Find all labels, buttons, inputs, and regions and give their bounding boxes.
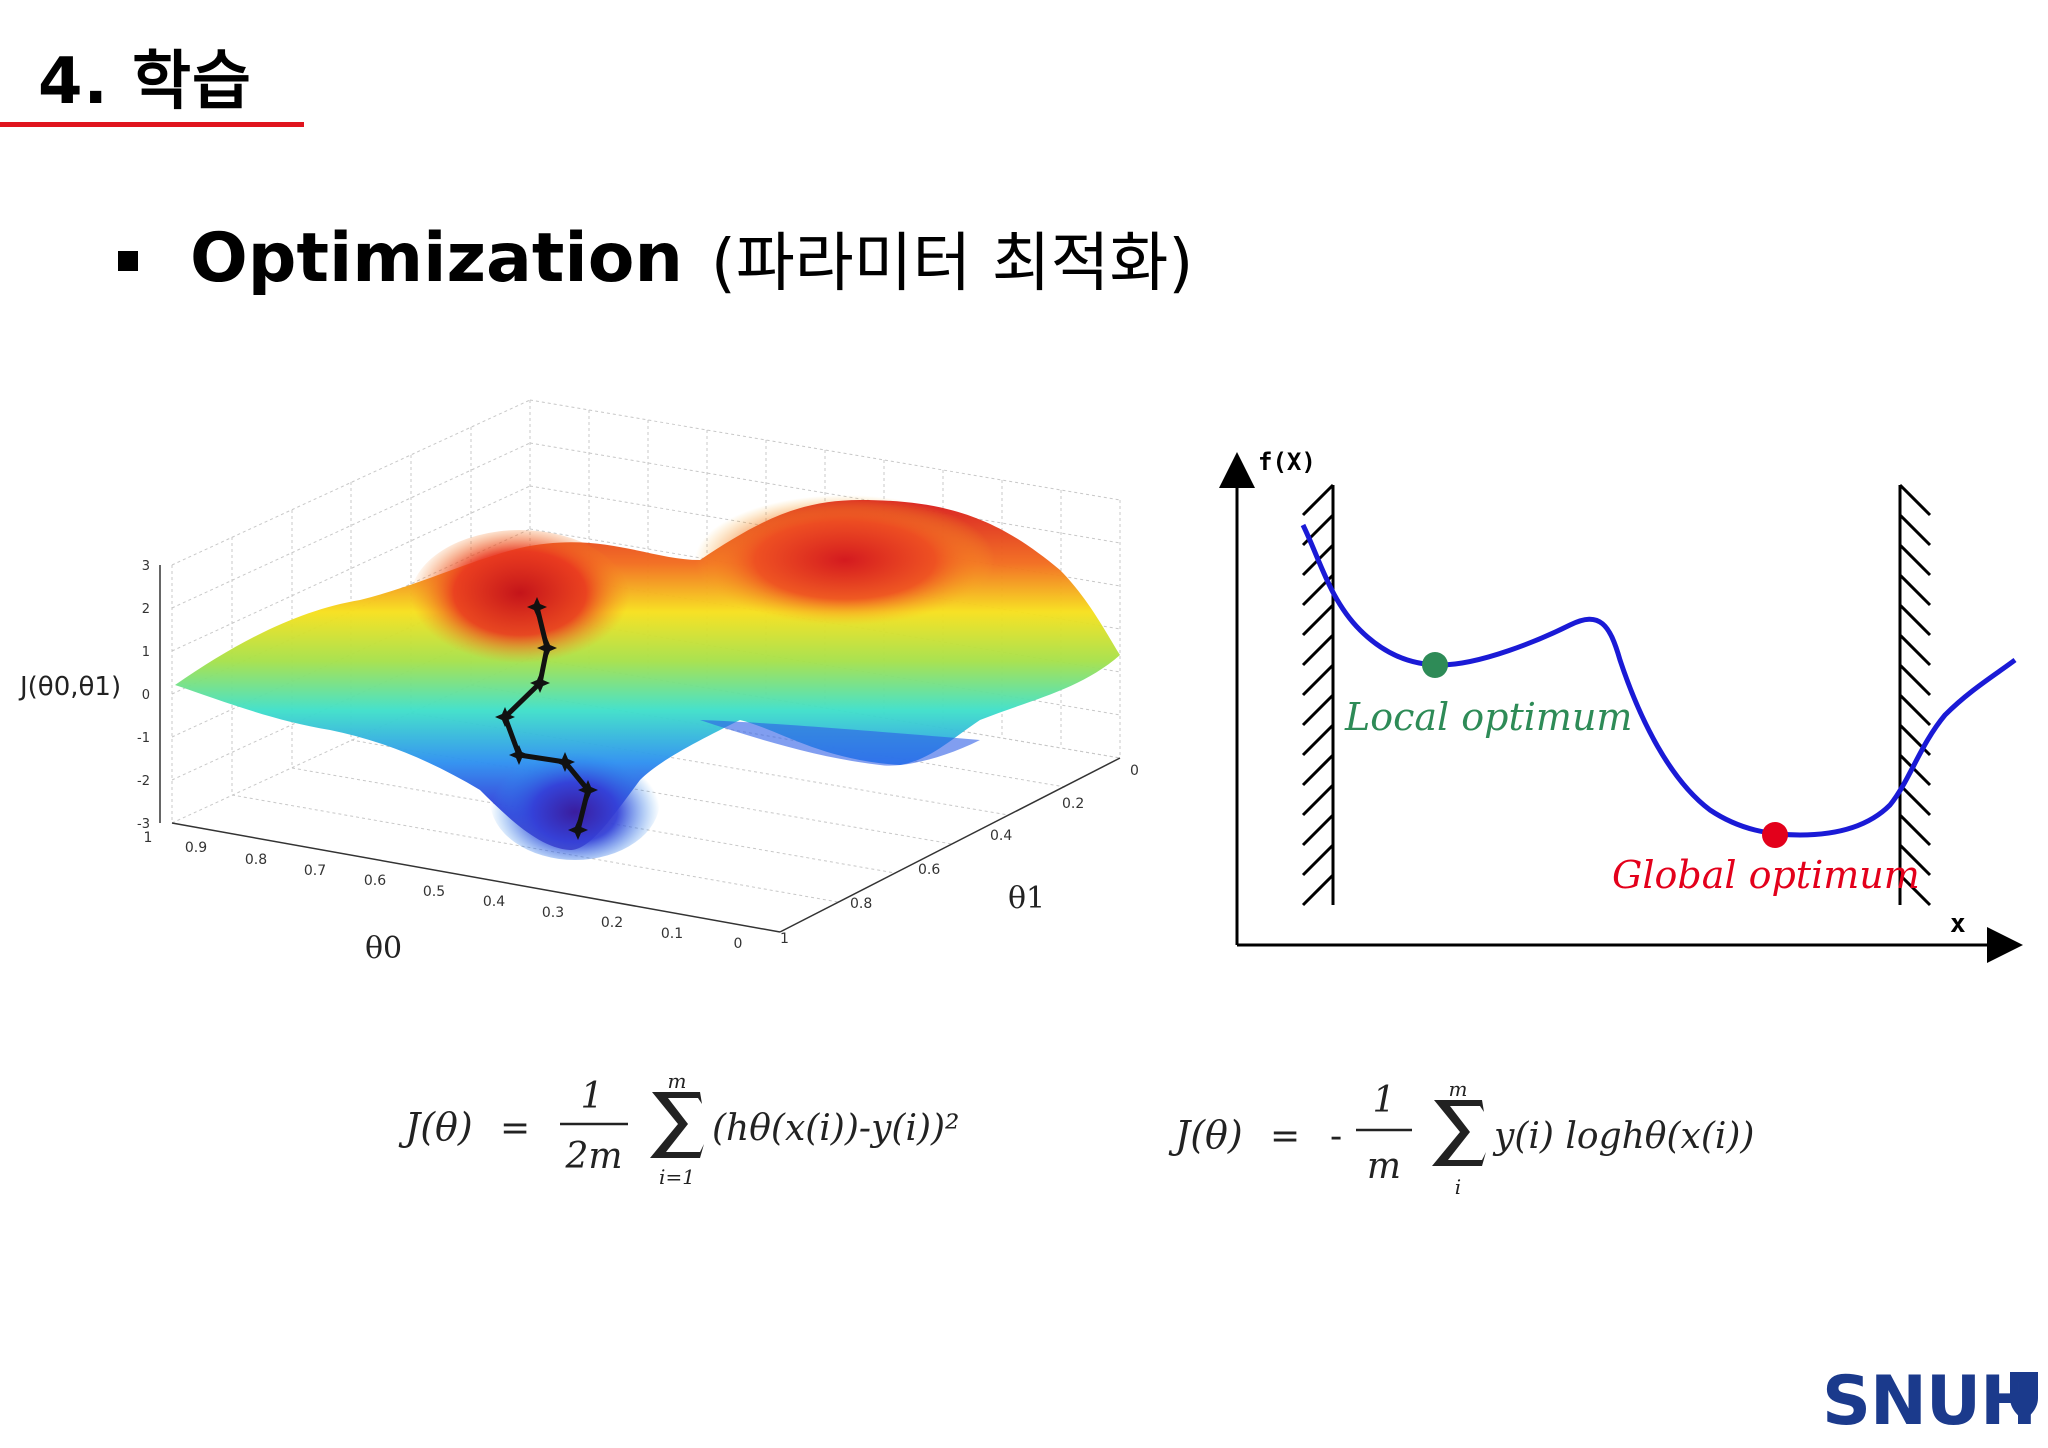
y-tick: 0 <box>1130 763 1139 779</box>
y-tick: 0.4 <box>990 828 1012 844</box>
eq2-numerator: 1 <box>1373 1080 1396 1121</box>
surface-trough <box>700 720 980 766</box>
local-optimum-label: Local optimum <box>1344 695 1632 739</box>
x-axis-label: θ0 <box>365 931 402 966</box>
surface-valley <box>490 740 660 860</box>
y-tick: 0.6 <box>918 862 940 878</box>
x-tick: 0.8 <box>245 852 267 868</box>
bullet-main-text: Optimization <box>190 218 683 298</box>
z-tick: 0 <box>142 688 150 703</box>
eq1-sum-upper: m <box>668 1069 687 1093</box>
local-optimum-point <box>1422 652 1448 678</box>
z-tick: 2 <box>142 602 150 617</box>
bullet-optimization: Optimization (파라미터 최적화) <box>118 212 1193 304</box>
global-optimum-label: Global optimum <box>1612 853 1920 897</box>
eq2-lhs: J(θ) <box>1168 1113 1243 1157</box>
eq2-sigma-icon <box>1432 1100 1486 1166</box>
snuh-shield-icon <box>2010 1372 2038 1420</box>
x-label: x <box>1950 909 1966 939</box>
surface-peak-left <box>410 530 630 670</box>
bullet-sub-text: (파라미터 최적화) <box>710 227 1194 301</box>
optimum-curve-plot: f(X) x <box>1219 448 2023 963</box>
eq1-sigma-icon <box>650 1092 704 1158</box>
left-boundary-wall <box>1301 483 1335 907</box>
z-tick: -1 <box>137 731 150 746</box>
equation-mse: J(θ) = 1 2m m i=1 (hθ(x(i))-y(i))² <box>398 1069 959 1189</box>
equation-cross-entropy: J(θ) = - 1 m m i y(i) loghθ(x(i)) <box>1168 1077 1754 1199</box>
eq1-sum-lower: i=1 <box>659 1165 695 1189</box>
x-tick: 0.3 <box>542 905 564 921</box>
x-tick: 0.7 <box>304 863 326 879</box>
snuh-logo-text: SNUH <box>1822 1362 2037 1441</box>
global-optimum-point <box>1762 822 1788 848</box>
eq2-minus: - <box>1330 1116 1342 1157</box>
eq1-equals: = <box>500 1108 530 1149</box>
eq2-sum-upper: m <box>1449 1077 1468 1101</box>
gradient-descent-steps <box>495 597 598 840</box>
surface-plot: 3 2 1 0 -1 -2 -3 1 0.9 0.8 0.7 0.6 0.5 0… <box>18 399 1139 966</box>
section-title: 4. 학습 <box>38 45 252 119</box>
x-tick: 0.4 <box>483 894 505 910</box>
x-tick: 0.6 <box>364 873 386 889</box>
y-tick: 1 <box>780 931 789 947</box>
x-tick: 0.1 <box>661 926 683 942</box>
f-x-label: f(X) <box>1258 448 1316 476</box>
x-tick: 0.2 <box>601 915 623 931</box>
z-tick: 3 <box>142 559 150 574</box>
y-tick: 0.2 <box>1062 796 1084 812</box>
right-boundary-wall <box>1898 483 1932 907</box>
eq2-denominator: m <box>1367 1146 1401 1187</box>
title-underline <box>0 122 304 127</box>
objective-curve <box>1300 523 2017 838</box>
y-tick: 0.8 <box>850 896 872 912</box>
x-tick: 0.5 <box>423 884 445 900</box>
bullet-square-icon <box>118 251 138 271</box>
eq2-sum-lower: i <box>1455 1175 1461 1199</box>
eq2-equals: = <box>1270 1116 1300 1157</box>
eq1-body: (hθ(x(i))-y(i))² <box>712 1108 959 1149</box>
z-tick: -3 <box>137 817 150 832</box>
eq2-body: y(i) loghθ(x(i)) <box>1492 1116 1754 1157</box>
z-tick: 1 <box>142 645 150 660</box>
x-tick: 0.9 <box>185 840 207 856</box>
eq1-numerator: 1 <box>581 1076 604 1117</box>
eq1-lhs: J(θ) <box>398 1105 473 1149</box>
y-axis-label: θ1 <box>1008 881 1045 916</box>
x-tick: 0 <box>734 936 743 952</box>
z-tick: -2 <box>137 774 150 789</box>
x-tick: 1 <box>144 830 153 846</box>
eq1-denominator: 2m <box>564 1136 622 1177</box>
z-axis-label: J(θ0,θ1) <box>18 672 121 702</box>
surface-peak-right <box>695 495 995 625</box>
